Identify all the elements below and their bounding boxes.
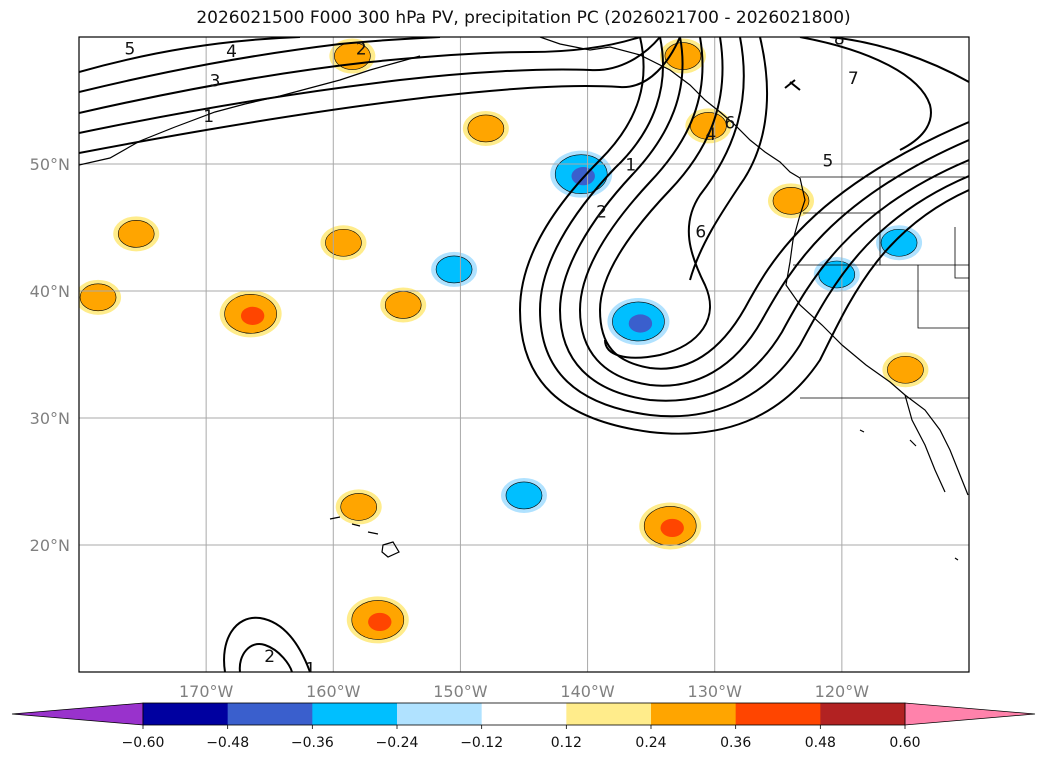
pv-contour	[79, 37, 681, 154]
pv-contour-label: 1	[625, 155, 636, 175]
pv-contour-label: 5	[124, 40, 135, 60]
precip-core	[628, 314, 653, 333]
pv-trough-contour	[598, 37, 969, 370]
precip-positive-region	[79, 283, 117, 312]
colorbar-tick-label: 0.36	[720, 735, 751, 751]
pv-contour-ne	[829, 37, 969, 83]
pv-contour-south	[238, 643, 293, 672]
pv-contour	[79, 37, 641, 114]
pv-contour	[79, 37, 441, 93]
colorbar-segment	[651, 703, 737, 725]
colorbar-tick-label: −0.48	[206, 735, 249, 751]
latitude-labels: 50°N 40°N 30°N 20°N	[30, 155, 70, 555]
pv-contour-label: 3	[210, 71, 221, 91]
baja-coast	[904, 394, 946, 493]
pv-contour	[79, 37, 301, 73]
small-islands	[859, 429, 959, 561]
pv-trough-contour	[538, 37, 969, 418]
pv-contour-label: 1	[203, 107, 214, 127]
lat-tick-label: 50°N	[30, 155, 70, 174]
pv-trough-contour	[558, 37, 969, 402]
precip-positive-region	[117, 220, 155, 248]
pv-contour-label: 5	[822, 151, 833, 171]
colorbar: −0.60 −0.48 −0.36 −0.24 −0.12 0.12 0.24 0.36 0.4…	[11, 702, 1036, 751]
pv-trough-contour	[689, 37, 769, 281]
pv-contour-label: 1	[305, 659, 316, 679]
precip-positive-region	[340, 493, 378, 521]
precip-negative-region	[435, 255, 473, 284]
precip-negative-region	[505, 481, 543, 510]
colorbar-tick-label: 0.48	[805, 735, 836, 751]
precip-positive-region	[887, 355, 924, 384]
pv-contour-label: 8	[834, 30, 845, 50]
precip-core	[240, 306, 265, 325]
precip-core	[368, 612, 392, 632]
colorbar-tick-label: −0.12	[460, 735, 503, 751]
colorbar-tick-label: −0.36	[291, 735, 334, 751]
pv-trough-contour	[518, 37, 969, 435]
colorbar-under-arrow	[11, 702, 144, 726]
colorbar-tick-label: −0.24	[376, 735, 419, 751]
pv-contour-label: 6	[725, 113, 736, 133]
lon-tick-label: 140°W	[560, 682, 615, 701]
pv-contour-label: 4	[226, 42, 237, 62]
colorbar-segment	[820, 703, 906, 725]
colorbar-tick-label: −0.60	[122, 735, 165, 751]
pv-contours	[79, 37, 969, 672]
lon-tick-label: 120°W	[815, 682, 870, 701]
pv-contour-label: 2	[596, 202, 607, 222]
pv-contour-label: 6	[695, 223, 706, 243]
pv-contour-label: 4	[705, 125, 716, 145]
hawaii-islands	[329, 516, 400, 558]
gridlines	[79, 37, 969, 672]
colorbar-outline	[142, 702, 906, 726]
precip-negative-region	[880, 228, 918, 257]
pv-contour-ne	[799, 37, 932, 151]
lon-tick-label: 160°W	[306, 682, 361, 701]
colorbar-tick-label: 0.24	[635, 735, 666, 751]
alaska-coast	[539, 37, 801, 179]
precip-core	[660, 518, 684, 538]
pv-contour-label: 7	[848, 69, 859, 89]
lon-tick-label: 150°W	[433, 682, 488, 701]
colorbar-tick-label: 0.12	[551, 735, 582, 751]
precip-positive-region	[384, 291, 422, 319]
pv-trough-contour	[578, 37, 969, 387]
longitude-labels: 170°W 160°W 150°W 140°W 130°W 120°W	[179, 682, 869, 701]
pv-contour-ne	[784, 79, 801, 91]
pv-contour-label: 2	[264, 647, 275, 667]
lon-tick-label: 130°W	[688, 682, 743, 701]
pv-trough-contour	[604, 37, 745, 359]
colorbar-segment	[312, 703, 398, 725]
lat-tick-label: 30°N	[30, 409, 70, 428]
precip-positive-region	[772, 187, 810, 215]
map-frame	[78, 36, 970, 673]
aleutian-coast	[79, 55, 421, 166]
colorbar-tick-label: 0.60	[889, 735, 920, 751]
pv-contour	[79, 37, 661, 134]
colorbar-over-arrow	[904, 702, 1036, 726]
us-west-coast	[785, 177, 969, 496]
colorbar-segment	[227, 703, 313, 725]
colorbar-segment	[481, 703, 567, 725]
border-lines	[793, 176, 969, 399]
precip-positive-region	[467, 114, 505, 143]
lat-tick-label: 40°N	[30, 282, 70, 301]
colorbar-segment	[397, 703, 483, 725]
pv-contour-south	[223, 616, 311, 672]
chart-title: 2026021500 F000 300 hPa PV, precipitatio…	[196, 8, 851, 28]
lat-tick-label: 20°N	[30, 536, 70, 555]
precip-positive-region	[325, 228, 362, 257]
precip-negative-region	[818, 260, 856, 289]
colorbar-segment	[566, 703, 652, 725]
precipitation-pc-layer	[79, 38, 929, 644]
lon-tick-label: 170°W	[179, 682, 234, 701]
colorbar-segment	[143, 703, 229, 725]
pv-contour-label: 2	[356, 40, 367, 60]
colorbar-segment	[735, 703, 821, 725]
